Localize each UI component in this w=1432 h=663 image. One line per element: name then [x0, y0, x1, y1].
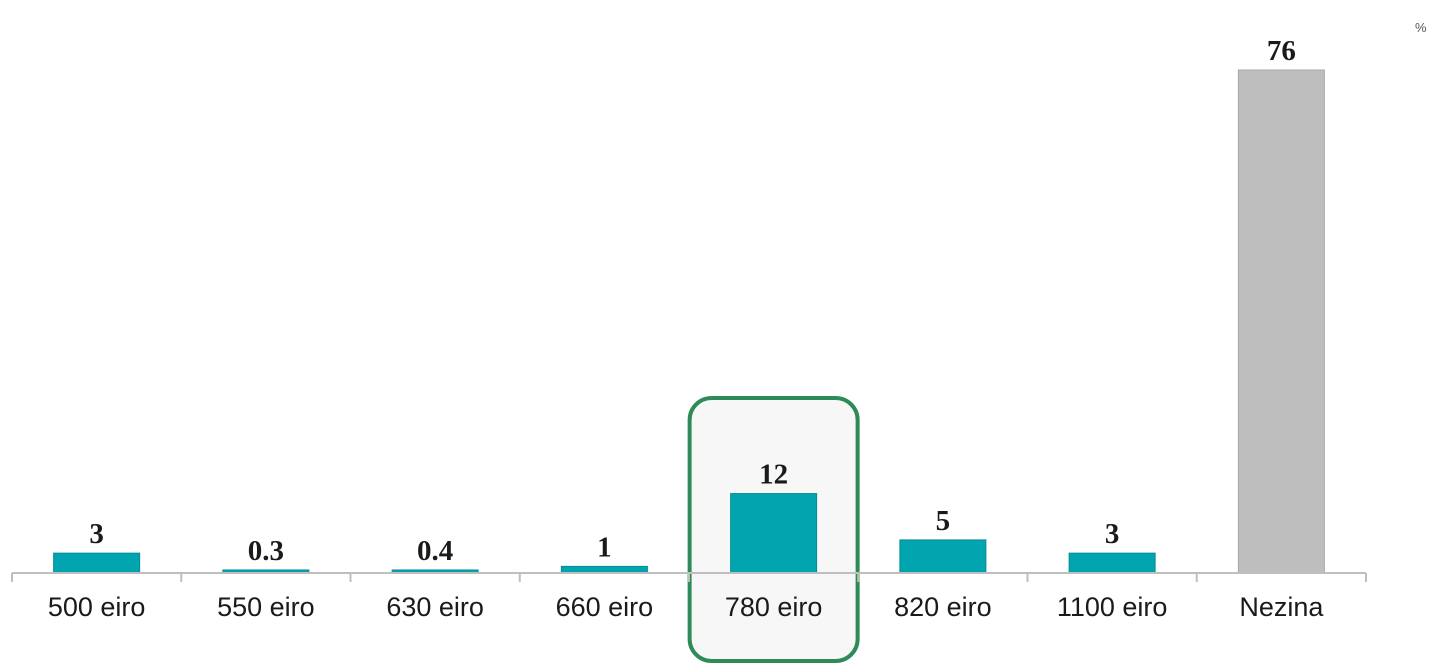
x-tick-label: Nezina [1239, 592, 1324, 622]
bar-820-eiro [899, 539, 987, 574]
data-label: 1 [597, 531, 612, 563]
data-label: 5 [936, 505, 951, 537]
unit-label: % [1415, 20, 1427, 35]
bar-780-eiro [730, 493, 818, 574]
data-label: 76 [1267, 35, 1296, 67]
x-tick-label: 660 eiro [556, 592, 654, 622]
x-tick-label: 630 eiro [386, 592, 484, 622]
data-label: 0.3 [248, 535, 284, 567]
bar-500-eiro [53, 552, 141, 574]
bar-1100-eiro [1068, 552, 1156, 574]
x-tick-label: 550 eiro [217, 592, 315, 622]
x-tick-label: 820 eiro [894, 592, 992, 622]
x-tick-label: 500 eiro [48, 592, 146, 622]
data-label: 0.4 [417, 535, 453, 567]
x-tick-label: 780 eiro [725, 592, 823, 622]
data-label: 12 [759, 459, 788, 491]
x-tick-label: 1100 eiro [1057, 592, 1168, 622]
bar-nezina [1237, 69, 1325, 574]
data-label: 3 [1105, 518, 1120, 550]
data-label: 3 [89, 518, 104, 550]
